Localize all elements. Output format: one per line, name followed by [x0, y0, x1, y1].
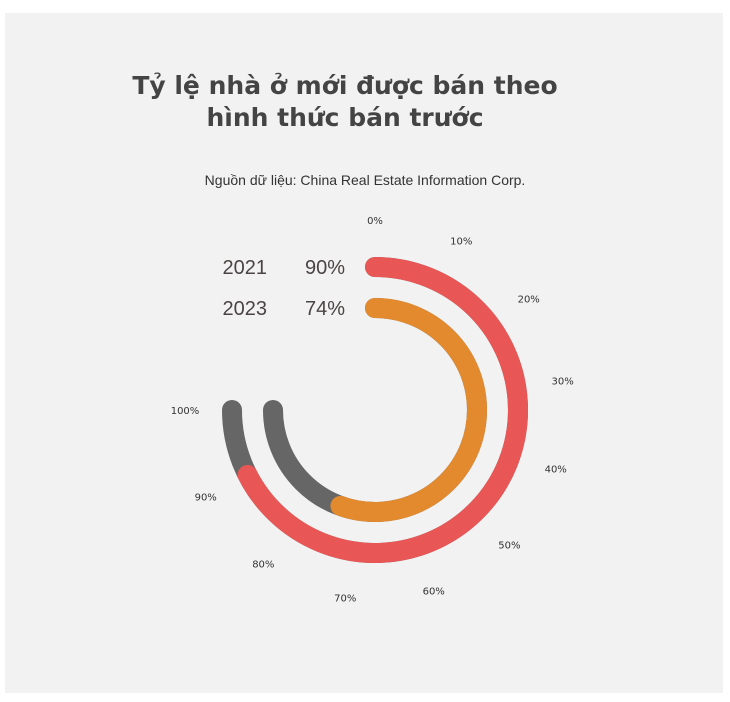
tick-label: 30%	[552, 376, 574, 387]
ring-tick-labels: 0% 10% 20% 30% 40% 50% 60% 70% 80% 90% 100%	[171, 216, 574, 605]
tick-label: 60%	[423, 587, 445, 598]
tick-label: 10%	[450, 237, 472, 248]
chart-subtitle: Nguồn dữ liệu: China Real Estate Informa…	[204, 172, 526, 188]
legend-value-2023: 74%	[305, 298, 345, 320]
legend-year-2023: 2023	[223, 298, 268, 320]
ring-legend: 2021 90% 2023 74%	[223, 257, 346, 320]
tick-label: 100%	[171, 406, 200, 417]
tick-label: 90%	[195, 492, 217, 503]
tick-label: 80%	[252, 560, 274, 571]
tick-label: 50%	[498, 540, 520, 551]
legend-year-2021: 2021	[223, 257, 268, 279]
chart-title-line-1: Tỷ lệ nhà ở mới được bán theo	[132, 71, 558, 100]
tick-label: 20%	[518, 294, 540, 305]
ring-bar-2021	[237, 257, 528, 563]
tick-label: 40%	[545, 465, 567, 476]
tick-label: 70%	[334, 594, 356, 605]
ring-bar-2023	[330, 298, 487, 522]
legend-value-2021: 90%	[305, 257, 345, 279]
ring-bars	[237, 257, 528, 563]
chart-card	[5, 13, 723, 693]
tick-label: 0%	[367, 216, 383, 227]
chart-title-line-2: hình thức bán trước	[206, 103, 484, 132]
chart-title: Tỷ lệ nhà ở mới được bán theo hình thức …	[0, 70, 690, 134]
